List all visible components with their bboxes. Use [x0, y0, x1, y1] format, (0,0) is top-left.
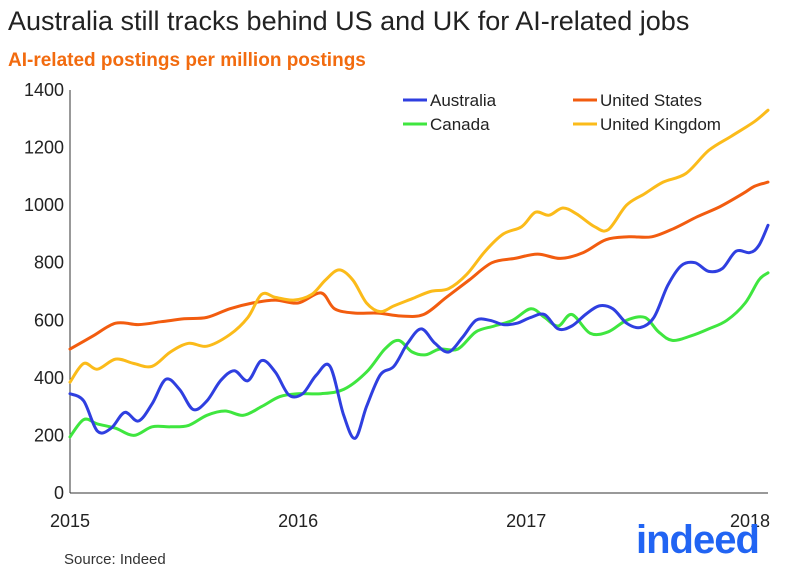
series-line-united-kingdom: [68, 108, 770, 384]
chart-subtitle: AI-related postings per million postings: [8, 50, 366, 71]
y-tick-label: 1200: [24, 138, 64, 158]
x-tick-label: 2015: [50, 511, 90, 531]
indeed-logo: indeed: [636, 518, 760, 562]
y-tick-label: 400: [34, 368, 64, 388]
legend-label-canada: Canada: [430, 115, 490, 134]
series-line-united-states: [68, 180, 770, 351]
y-tick-label: 1400: [24, 80, 64, 100]
series-line-canada: [68, 271, 770, 439]
axes: 0 200 400 600 800 1000 1200 1400 2015 2016 2017 201…: [24, 80, 770, 531]
legend-label-united-states: United States: [600, 91, 702, 110]
y-tick-label: 1000: [24, 195, 64, 215]
y-tick-label: 800: [34, 253, 64, 273]
x-tick-label: 2016: [278, 511, 318, 531]
y-tick-label: 200: [34, 425, 64, 445]
x-tick-label: 2018: [730, 511, 770, 531]
legend: Australia United States Canada United Kingd…: [403, 91, 721, 134]
series-line-australia: [68, 223, 770, 440]
x-tick-label: 2017: [506, 511, 546, 531]
series-lines: [68, 108, 770, 440]
legend-label-australia: Australia: [430, 91, 497, 110]
chart-title: Australia still tracks behind US and UK …: [8, 6, 690, 36]
legend-label-united-kingdom: United Kingdom: [600, 115, 721, 134]
y-tick-label: 0: [54, 483, 64, 503]
source-note: Source: Indeed: [64, 551, 166, 568]
y-tick-label: 600: [34, 310, 64, 330]
